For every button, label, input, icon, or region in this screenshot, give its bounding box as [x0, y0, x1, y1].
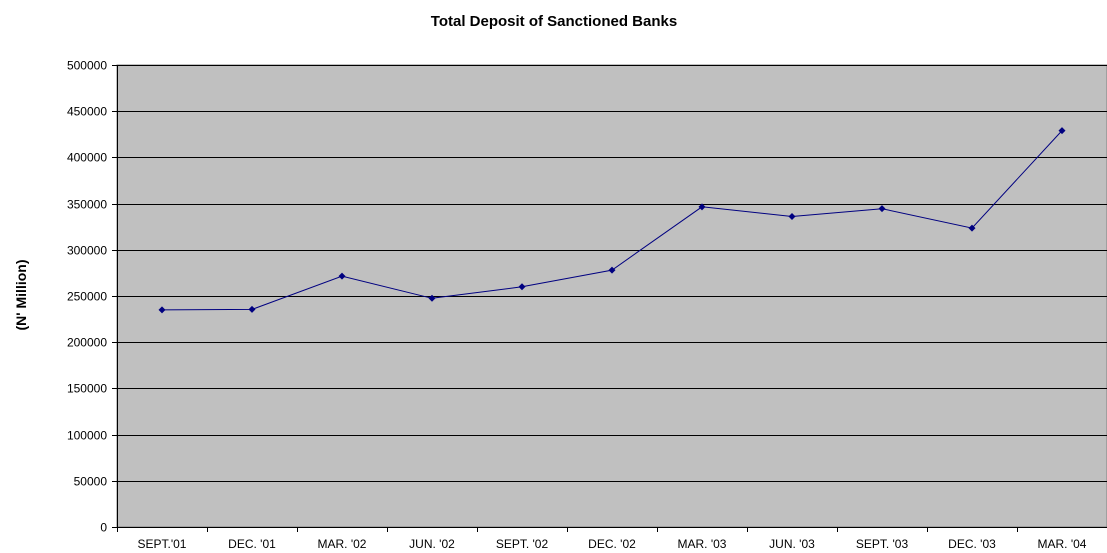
data-point: [248, 305, 256, 313]
data-point: [158, 306, 166, 314]
data-point: [608, 266, 616, 274]
data-point: [698, 203, 706, 211]
x-tick-label: DEC. '03: [948, 537, 996, 551]
data-point: [518, 283, 526, 291]
data-point: [428, 294, 436, 302]
x-tick-label: MAR. '04: [1038, 537, 1087, 551]
y-tick-label: 150000: [67, 382, 107, 396]
y-axis-label: (N' Million): [13, 260, 29, 331]
data-point: [968, 224, 976, 232]
y-tick-label: 350000: [67, 198, 107, 212]
x-tick-label: MAR. '02: [318, 537, 367, 551]
y-tick-label: 450000: [67, 105, 107, 119]
data-point: [338, 272, 346, 280]
x-tick-label: SEPT. '03: [856, 537, 909, 551]
x-tick-label: MAR. '03: [678, 537, 727, 551]
series-points: [158, 127, 1066, 314]
y-tick-label: 200000: [67, 336, 107, 350]
y-tick-label: 300000: [67, 244, 107, 258]
y-tick-label: 250000: [67, 290, 107, 304]
x-tick-label: JUN. '03: [769, 537, 815, 551]
data-point: [878, 205, 886, 213]
data-point: [1058, 127, 1066, 135]
x-tick-label: JUN. '02: [409, 537, 455, 551]
data-point: [788, 213, 796, 221]
x-tick-label: SEPT.'01: [138, 537, 187, 551]
x-tick-label: DEC. '01: [228, 537, 276, 551]
y-axis-ticks: 0 50000 100000 150000 200000 250000 300000 3500…: [67, 59, 118, 535]
grid-lines: [117, 65, 1107, 482]
y-tick-label: 0: [100, 521, 107, 535]
y-tick-label: 50000: [74, 475, 108, 489]
y-tick-label: 100000: [67, 429, 107, 443]
x-tick-label: DEC. '02: [588, 537, 636, 551]
y-tick-label: 400000: [67, 151, 107, 165]
chart-title: Total Deposit of Sanctioned Banks: [431, 13, 677, 30]
y-tick-label: 500000: [67, 59, 107, 73]
x-axis-ticks: SEPT.'01 DEC. '01 MAR. '02 JUN. '02 SEPT. '0…: [117, 527, 1107, 551]
x-tick-label: SEPT. '02: [496, 537, 549, 551]
